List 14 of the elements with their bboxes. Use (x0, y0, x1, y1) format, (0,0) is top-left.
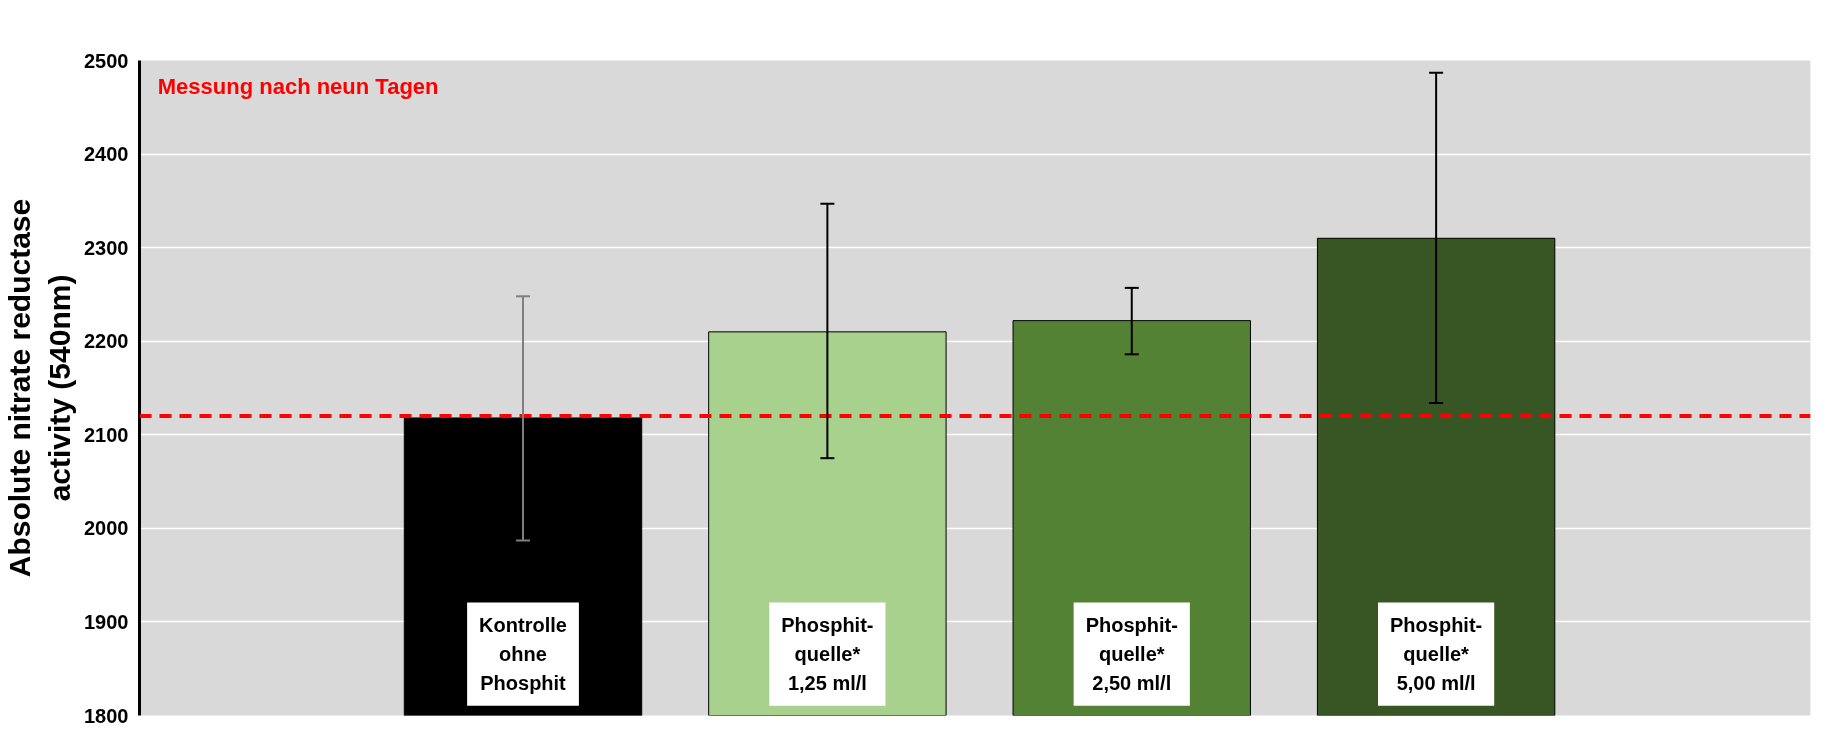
x-tick-label: Phosphit- quelle* 2,50 ml/l (1085, 614, 1178, 694)
x-tick-label: Phosphit- quelle* 1,25 ml/l (781, 614, 874, 694)
y-tick-label: 1800 (84, 704, 129, 727)
annotation: Messung nach neun Tagen (157, 74, 439, 100)
y-tick-label: 2200 (84, 330, 129, 353)
y-tick-label: 2000 (84, 517, 129, 540)
x-tick-label: Kontrolle ohne Phosphit (479, 614, 567, 694)
x-tick-label: Phosphit- quelle* 5,00 ml/l (1390, 614, 1483, 694)
y-axis-title: Absolute nitrate reductase activity (540nm) (3, 198, 77, 578)
y-tick-label: 2100 (84, 423, 129, 446)
y-tick-label: 1900 (84, 610, 129, 633)
y-tick-label: 2400 (84, 143, 129, 166)
y-tick-label: 2300 (84, 236, 129, 259)
y-tick-label: 2500 (84, 49, 129, 72)
